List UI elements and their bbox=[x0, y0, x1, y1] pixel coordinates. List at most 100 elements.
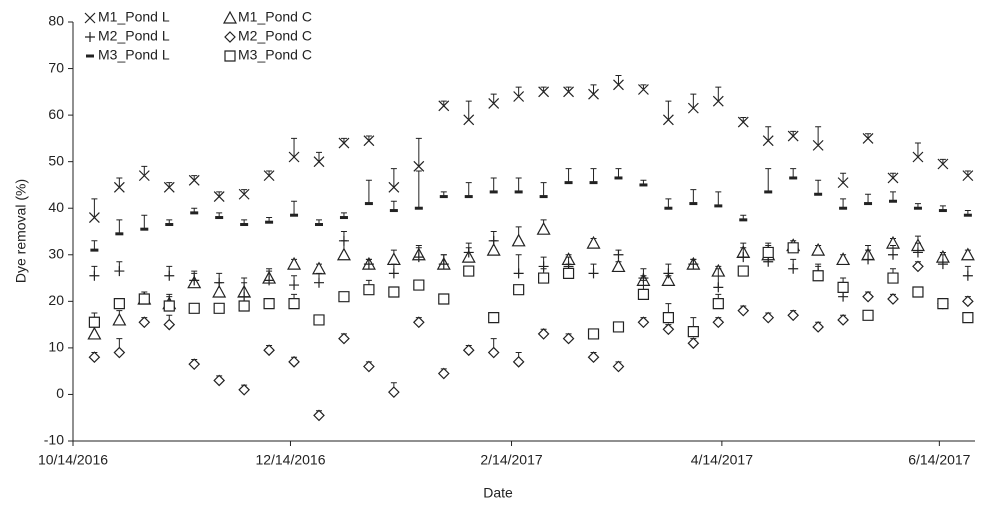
data-point bbox=[263, 298, 275, 310]
data-point bbox=[164, 270, 175, 281]
data-point bbox=[140, 227, 149, 231]
data-point bbox=[464, 195, 473, 199]
data-point bbox=[288, 356, 300, 368]
legend-marker bbox=[222, 10, 238, 24]
error-bar bbox=[690, 93, 697, 109]
data-point bbox=[288, 151, 300, 163]
data-point bbox=[414, 206, 423, 210]
data-point bbox=[714, 204, 723, 208]
data-point bbox=[614, 176, 623, 180]
data-point bbox=[738, 252, 749, 263]
y-tick-label: 20 bbox=[48, 292, 64, 308]
legend-marker bbox=[86, 54, 94, 58]
error-bar bbox=[141, 214, 148, 230]
data-point bbox=[238, 300, 250, 312]
error-bar bbox=[291, 200, 298, 216]
data-point bbox=[664, 206, 673, 210]
legend-label: M1_Pond L bbox=[98, 9, 170, 25]
data-point bbox=[912, 151, 924, 163]
data-point bbox=[960, 247, 975, 261]
data-point bbox=[388, 181, 400, 193]
y-axis-title: Dye removal (%) bbox=[13, 179, 29, 283]
error-bar bbox=[515, 177, 522, 192]
data-point bbox=[463, 114, 475, 126]
data-point bbox=[214, 277, 225, 288]
error-bar bbox=[615, 75, 622, 85]
data-point bbox=[138, 316, 151, 329]
data-point bbox=[687, 337, 700, 350]
data-point bbox=[462, 344, 475, 357]
data-point bbox=[637, 316, 650, 329]
data-point bbox=[311, 261, 327, 275]
error-bar bbox=[914, 142, 921, 158]
data-point bbox=[687, 102, 699, 114]
x-tick-label: 4/14/2017 bbox=[691, 452, 753, 468]
data-point bbox=[538, 272, 550, 284]
data-point bbox=[937, 298, 949, 310]
data-point bbox=[912, 286, 924, 298]
error-bar bbox=[465, 100, 472, 120]
data-point bbox=[263, 344, 275, 357]
data-point bbox=[437, 367, 450, 380]
data-point bbox=[338, 235, 349, 246]
data-point bbox=[712, 95, 724, 107]
data-point bbox=[388, 286, 400, 298]
data-point bbox=[290, 213, 299, 217]
error-bar bbox=[815, 126, 822, 146]
data-point bbox=[338, 332, 350, 345]
data-point bbox=[438, 293, 450, 305]
error-bar bbox=[116, 177, 123, 188]
data-point bbox=[263, 170, 275, 182]
data-point bbox=[662, 114, 674, 126]
data-point bbox=[513, 284, 525, 296]
data-point bbox=[339, 216, 348, 220]
y-tick-label: 0 bbox=[56, 385, 64, 401]
y-tick-label: 60 bbox=[48, 106, 64, 122]
data-point bbox=[313, 409, 325, 422]
data-point bbox=[788, 263, 799, 274]
data-point bbox=[514, 190, 523, 194]
series bbox=[89, 231, 973, 302]
data-point bbox=[588, 268, 599, 279]
data-point bbox=[163, 300, 175, 312]
error-bar bbox=[91, 198, 98, 218]
data-point bbox=[962, 295, 974, 308]
data-point bbox=[163, 181, 175, 193]
data-point bbox=[864, 202, 873, 206]
data-point bbox=[962, 312, 974, 324]
data-point bbox=[962, 170, 974, 182]
legend-marker bbox=[224, 31, 236, 43]
data-point bbox=[812, 139, 824, 151]
error-bar bbox=[840, 198, 847, 209]
error-bar bbox=[765, 168, 772, 192]
data-point bbox=[90, 248, 99, 252]
data-point bbox=[363, 284, 375, 296]
data-point bbox=[638, 84, 649, 95]
data-point bbox=[313, 156, 325, 168]
data-point bbox=[138, 293, 150, 305]
data-point bbox=[912, 247, 923, 258]
data-point bbox=[888, 249, 898, 260]
data-point bbox=[613, 249, 624, 260]
data-point bbox=[363, 360, 375, 373]
data-point bbox=[138, 170, 150, 182]
data-point bbox=[189, 275, 200, 286]
data-point bbox=[336, 247, 351, 261]
legend-label: M1_Pond C bbox=[238, 9, 312, 25]
data-point bbox=[188, 358, 201, 371]
data-point bbox=[912, 260, 924, 273]
data-point bbox=[739, 218, 748, 222]
data-point bbox=[787, 309, 800, 322]
data-point bbox=[389, 209, 398, 213]
data-point bbox=[413, 252, 424, 263]
data-point bbox=[611, 259, 626, 273]
data-point bbox=[212, 284, 227, 298]
series bbox=[88, 75, 974, 223]
data-point bbox=[812, 321, 824, 333]
data-point bbox=[188, 302, 200, 314]
data-point bbox=[837, 314, 849, 326]
data-point bbox=[314, 277, 324, 288]
error-bar bbox=[715, 86, 722, 102]
data-point bbox=[639, 183, 648, 187]
error-bar bbox=[590, 84, 597, 95]
